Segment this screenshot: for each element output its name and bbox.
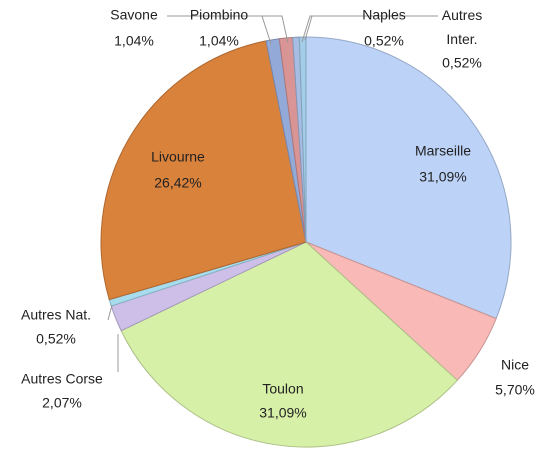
slice-label: Piombino (190, 7, 249, 23)
pie-slice (305, 36, 512, 320)
slice-value: 5,70% (495, 382, 535, 398)
slice-value: 26,42% (154, 175, 201, 191)
pie-slice (100, 40, 307, 301)
slice-value: 0,52% (442, 55, 482, 71)
slice-label: Autres Nat. (21, 307, 91, 323)
slice-label: Nice (501, 357, 529, 373)
slice-value: 1,04% (114, 33, 154, 49)
slice-value: 0,52% (36, 331, 76, 347)
pie-slice (120, 241, 459, 448)
slice-label: Savone (110, 7, 158, 23)
leader-line (256, 15, 289, 44)
slice-label: Autres Inter. (442, 7, 482, 47)
slice-value: 31,09% (419, 169, 466, 185)
slice-label: Toulon (262, 381, 303, 397)
slice-value: 31,09% (259, 405, 306, 421)
slice-label: Naples (362, 7, 406, 23)
slice-label: Livourne (151, 149, 205, 165)
slice-label: Autres Corse (21, 371, 103, 387)
slice-value: 1,04% (199, 33, 239, 49)
leader-line (304, 15, 438, 41)
slice-value: 2,07% (42, 395, 82, 411)
slice-value: 0,52% (364, 33, 404, 49)
slice-label: Marseille (415, 143, 471, 159)
leader-line (107, 304, 113, 321)
